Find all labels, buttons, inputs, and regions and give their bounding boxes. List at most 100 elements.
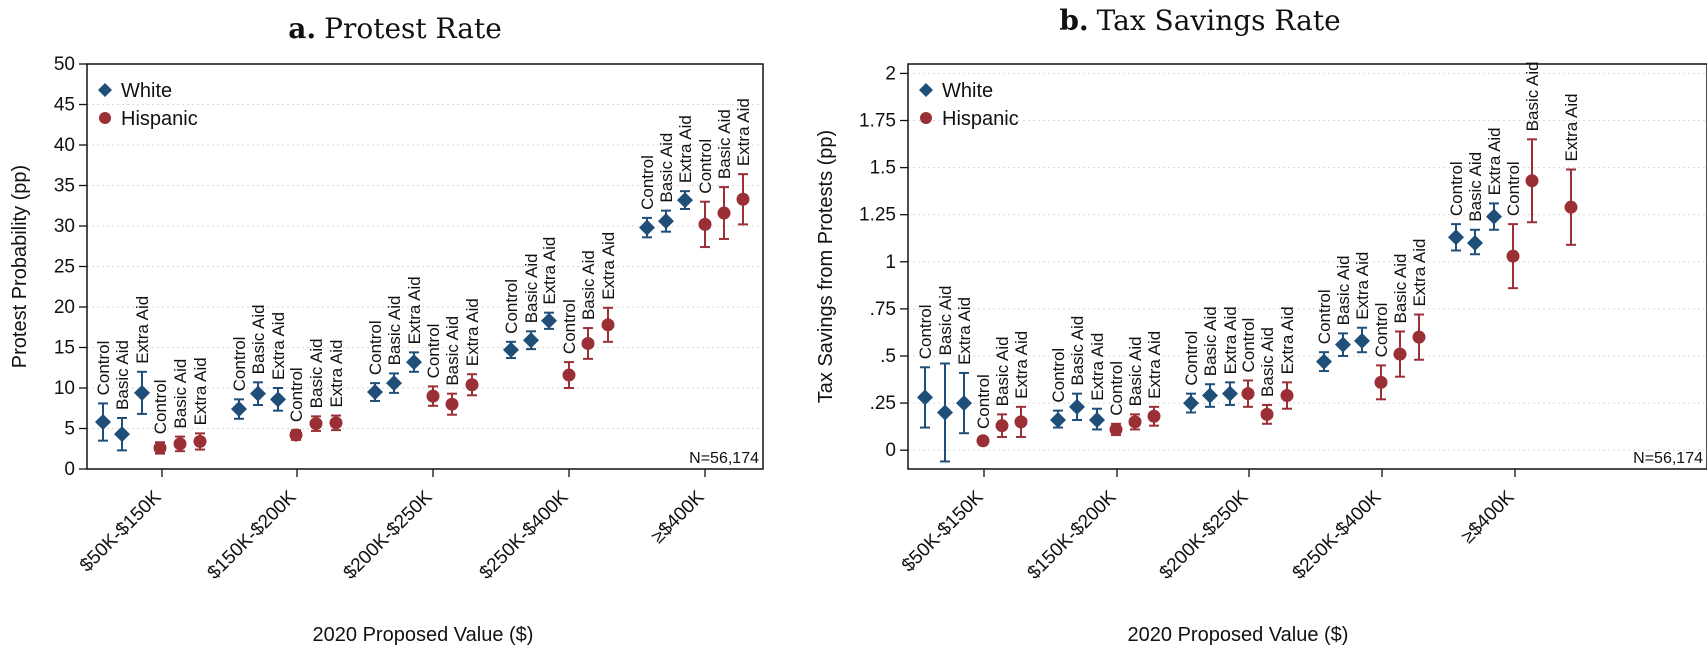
data-point-hispanic (309, 417, 323, 431)
treatment-label: Basic Aid (307, 338, 326, 408)
treatment-label: Basic Aid (936, 286, 955, 356)
data-point-hispanic (1241, 387, 1255, 401)
data-point-hispanic (426, 389, 440, 403)
treatment-label: Control (696, 139, 715, 194)
data-point-white (956, 395, 972, 412)
treatment-label: Control (1315, 289, 1334, 344)
panel-letter: b. (1059, 4, 1088, 37)
data-point-white (1222, 385, 1238, 402)
data-point-hispanic (465, 378, 479, 392)
treatment-label: Extra Aid (463, 298, 482, 366)
treatment-label: Extra Aid (1145, 331, 1164, 399)
treatment-label: Extra Aid (540, 237, 559, 305)
data-point-hispanic (1280, 389, 1294, 403)
treatment-label: Control (974, 374, 993, 429)
treatment-label: Basic Aid (1068, 316, 1087, 386)
treatment-label: Basic Aid (1126, 336, 1145, 406)
y-tick-label: 20 (54, 297, 75, 318)
x-tick-label: $150K-$200K (1024, 486, 1121, 583)
data-point-white (1354, 332, 1370, 349)
data-point-hispanic (329, 416, 343, 430)
treatment-label: Extra Aid (1278, 306, 1297, 374)
x-tick-label: ≥$400K (1457, 486, 1518, 547)
y-tick-label: 5 (64, 419, 75, 440)
treatment-label: Extra Aid (1221, 306, 1240, 374)
data-point-hispanic (1393, 347, 1407, 361)
data-point-hispanic (173, 437, 187, 451)
panel-title-text: Tax Savings Rate (1097, 4, 1341, 37)
data-point-hispanic (1564, 200, 1578, 214)
data-point-white (1202, 387, 1218, 404)
treatment-label: Extra Aid (955, 297, 974, 365)
treatment-label: Extra Aid (1088, 333, 1107, 401)
treatment-label: Basic Aid (1466, 152, 1485, 222)
data-point-white (937, 404, 953, 421)
treatment-label: Extra Aid (269, 312, 288, 380)
sample-size-note: N=56,174 (689, 450, 759, 467)
treatment-label: Basic Aid (1258, 327, 1277, 397)
y-tick-label: 2 (885, 63, 896, 84)
data-point-hispanic (1014, 415, 1028, 429)
y-tick-label: 10 (54, 378, 75, 399)
y-tick-label: 0 (64, 459, 75, 480)
x-tick-label: $250K-$400K (1289, 486, 1386, 583)
panel-title: a. Protest Rate (288, 12, 502, 45)
x-tick-label: ≥$400K (647, 486, 708, 547)
data-point-hispanic (1109, 422, 1123, 436)
y-tick-label: 0 (885, 440, 896, 461)
x-tick-label: $200K-$250K (340, 486, 437, 583)
data-point-hispanic (736, 192, 750, 206)
data-point-hispanic (289, 428, 303, 442)
y-tick-label: 1 (885, 252, 896, 273)
panel-title-text: Protest Rate (324, 12, 502, 45)
data-point-white (1467, 234, 1483, 251)
legend-marker-white (919, 83, 933, 97)
legend-label-hispanic: Hispanic (942, 108, 1019, 130)
x-axis-label: 2020 Proposed Value ($) (313, 624, 534, 646)
treatment-label: Control (94, 341, 113, 396)
data-point-white (677, 192, 693, 209)
treatment-label: Extra Aid (327, 339, 346, 407)
treatment-label: Basic Aid (113, 340, 132, 410)
treatment-label: Control (1239, 318, 1258, 373)
treatment-label: Basic Aid (1334, 255, 1353, 325)
x-axis-label: 2020 Proposed Value ($) (1128, 624, 1349, 646)
treatment-label: Basic Aid (443, 316, 462, 386)
data-point-white (231, 401, 247, 418)
data-point-white (1069, 398, 1085, 415)
y-tick-label: 15 (54, 338, 75, 359)
treatment-label: Basic Aid (657, 133, 676, 203)
data-point-white (523, 332, 539, 349)
data-point-white (95, 414, 111, 431)
data-point-white (1089, 412, 1105, 429)
treatment-label: Basic Aid (249, 304, 268, 374)
plot-frame (907, 63, 1707, 470)
x-tick-label: $50K-$150K (898, 486, 988, 576)
sample-size-note: N=56,174 (1633, 450, 1703, 467)
y-tick-label: .25 (870, 393, 896, 414)
treatment-label: Control (502, 279, 521, 334)
data-point-white (658, 213, 674, 230)
y-tick-label: 1.5 (870, 158, 896, 179)
data-point-white (1050, 412, 1066, 429)
data-point-white (1335, 336, 1351, 353)
treatment-label: Control (1504, 161, 1523, 216)
data-point-white (1486, 208, 1502, 225)
treatment-label: Control (560, 299, 579, 354)
treatment-label: Control (230, 337, 249, 392)
plot-frame (86, 63, 764, 470)
data-point-hispanic (601, 318, 615, 332)
treatment-label: Basic Aid (1391, 254, 1410, 324)
treatment-label: Basic Aid (1523, 61, 1542, 131)
data-point-white (639, 219, 655, 236)
y-tick-label: 25 (54, 257, 75, 278)
data-point-hispanic (1412, 330, 1426, 344)
treatment-label: Basic Aid (1201, 306, 1220, 376)
y-tick-label: 30 (54, 216, 75, 237)
x-tick-label: $200K-$250K (1156, 486, 1253, 583)
treatment-label: Basic Aid (171, 359, 190, 429)
treatment-label: Control (1372, 303, 1391, 358)
treatment-label: Control (424, 324, 443, 379)
legend-label-white: White (942, 80, 993, 102)
